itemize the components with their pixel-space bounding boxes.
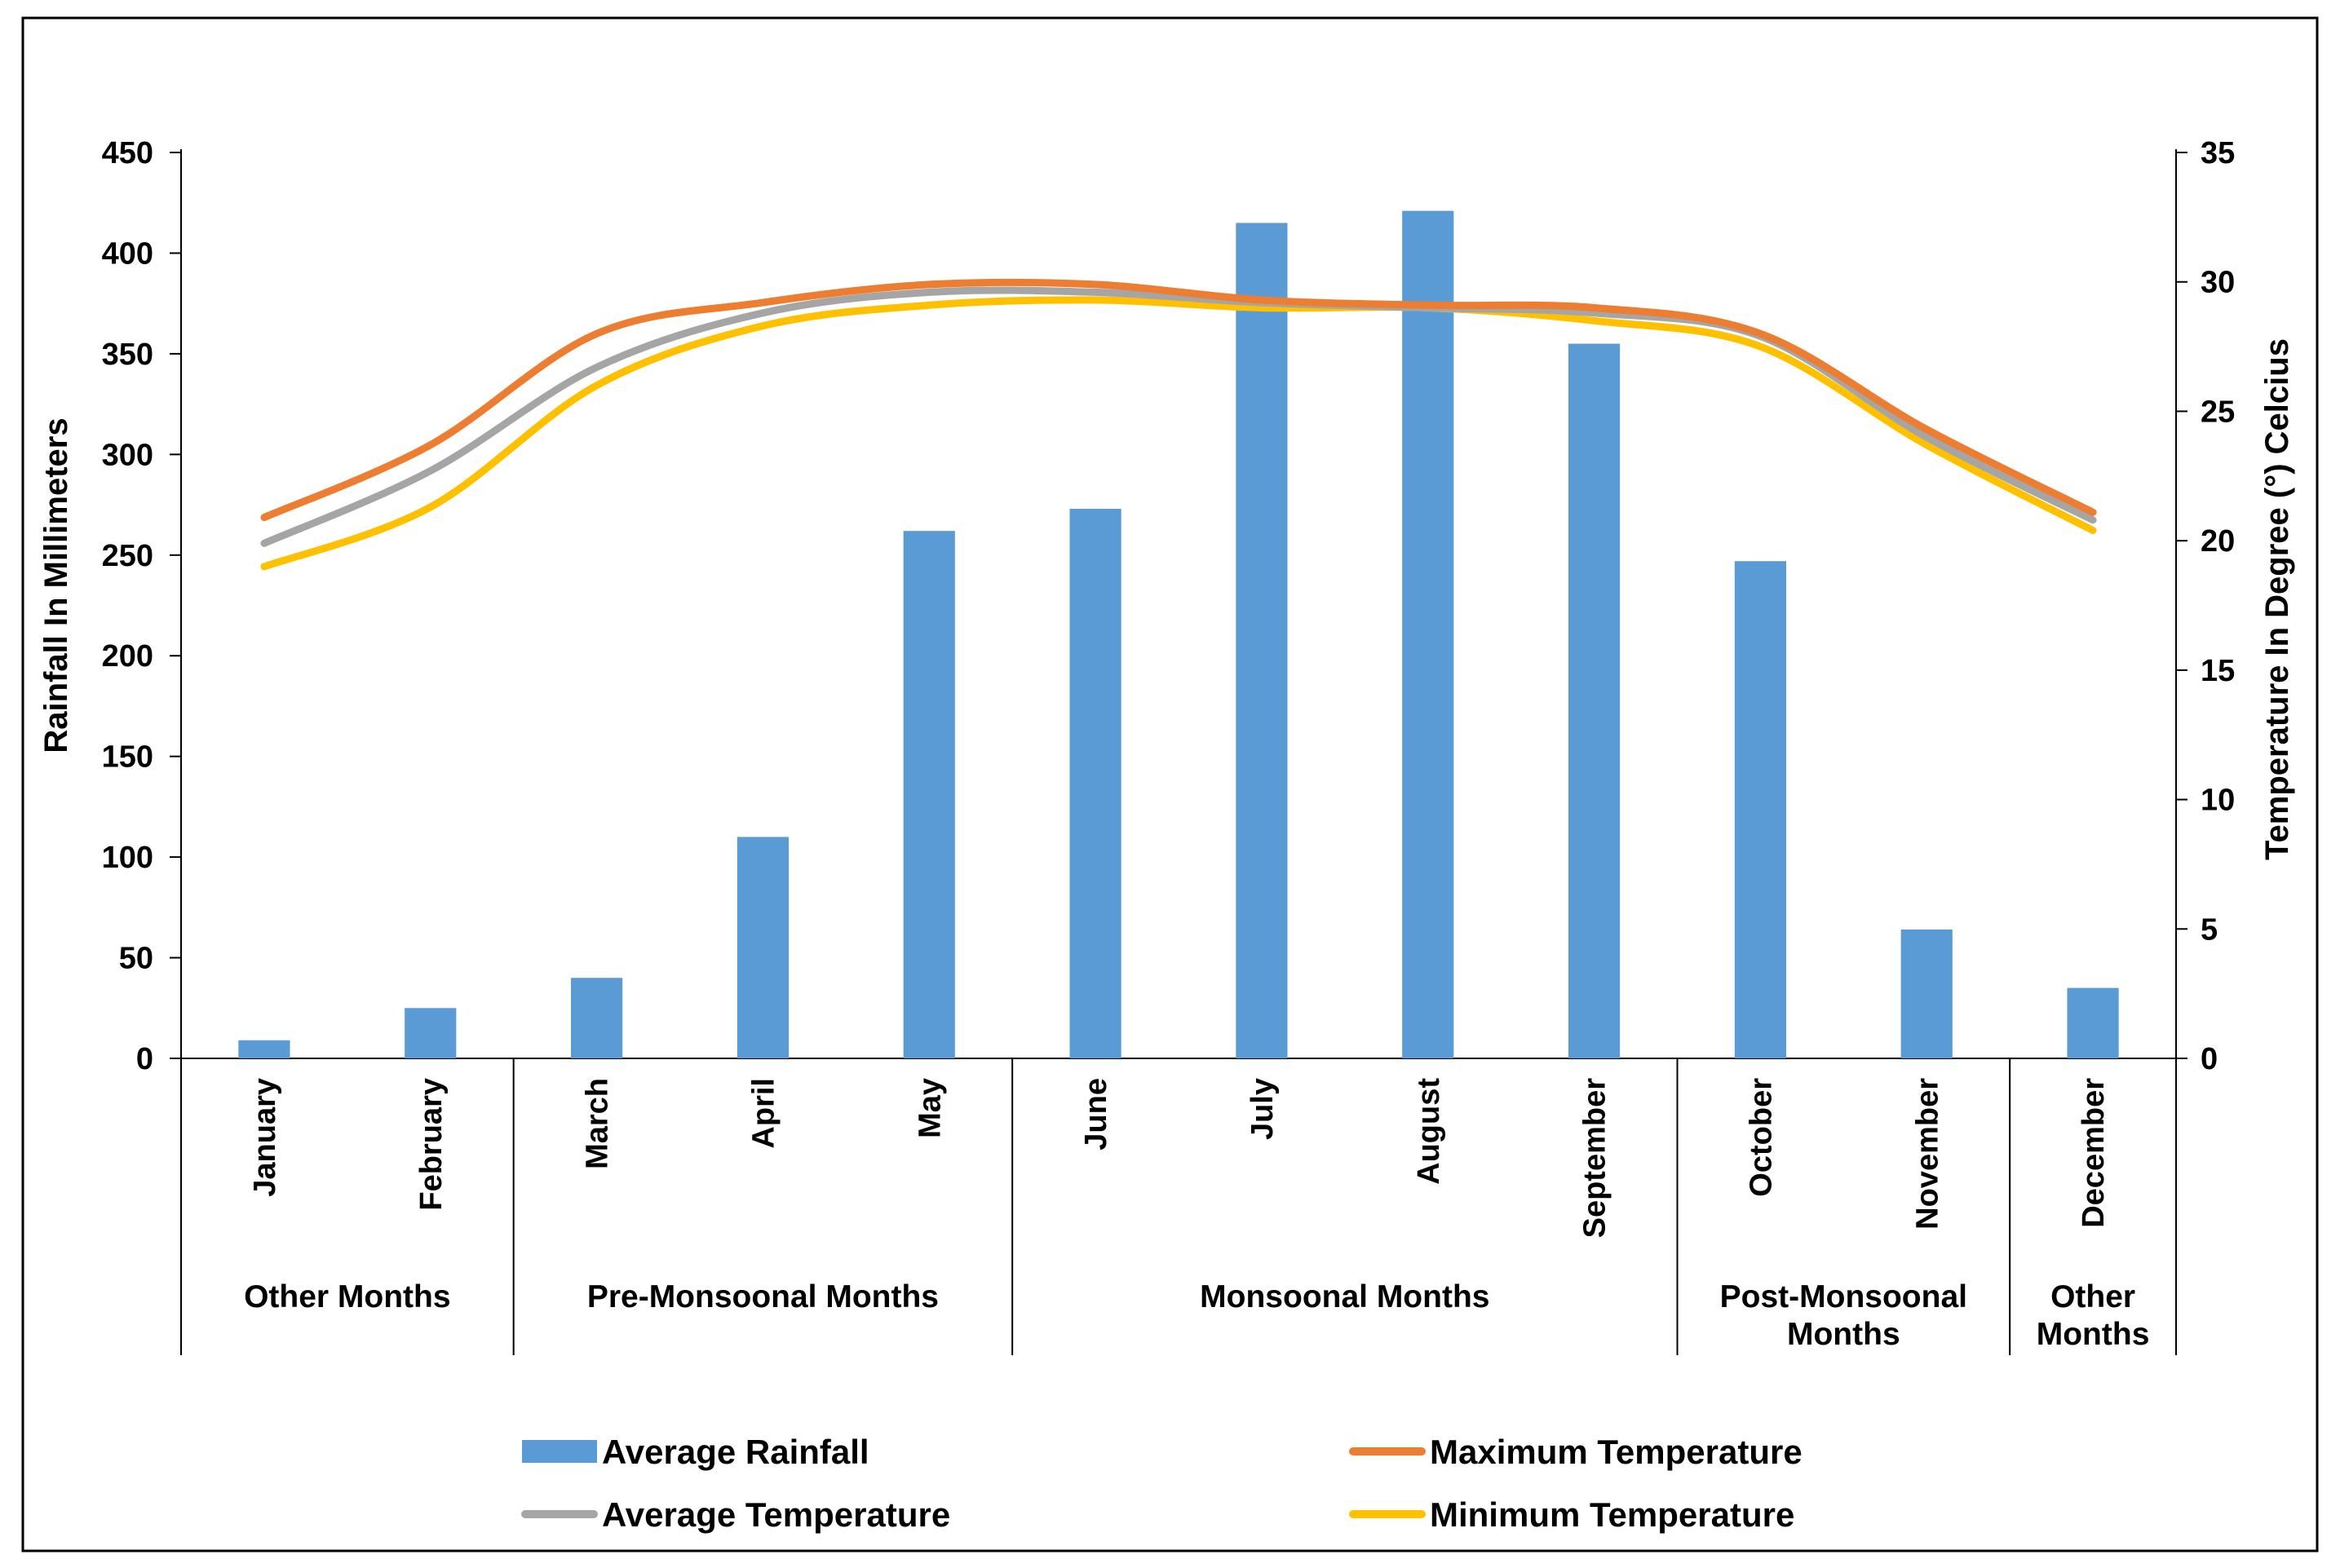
rainfall-bar — [2067, 987, 2119, 1058]
legend-label: Minimum Temperature — [1430, 1495, 1794, 1534]
left-tick-label: 400 — [102, 236, 153, 271]
right-tick-label: 5 — [2201, 912, 2218, 947]
month-label: May — [913, 1078, 947, 1138]
left-tick-label: 250 — [102, 539, 153, 573]
left-tick-label: 200 — [102, 639, 153, 674]
left-tick-label: 150 — [102, 740, 153, 775]
rainfall-bar — [238, 1040, 290, 1058]
month-label: April — [746, 1078, 781, 1149]
left-tick-label: 450 — [102, 136, 153, 170]
group-label: Monsoonal Months — [1200, 1279, 1489, 1314]
minimum-temperature-line — [260, 296, 2097, 571]
month-label: July — [1245, 1078, 1280, 1140]
left-tick-label: 350 — [102, 338, 153, 372]
month-label: February — [414, 1078, 449, 1211]
month-label: March — [581, 1078, 615, 1169]
rainfall-bar — [1900, 929, 1953, 1058]
group-label: Post-Monsoonal Months — [1720, 1279, 1967, 1352]
rainfall-bar — [737, 837, 790, 1058]
rainfall-bar — [405, 1008, 457, 1058]
month-label: October — [1744, 1078, 1778, 1197]
left-tick-label: 0 — [136, 1042, 153, 1076]
rainfall-bar — [570, 978, 623, 1058]
chart-frame — [21, 16, 2319, 1553]
legend-label: Average Temperature — [602, 1495, 950, 1534]
right-axis-title: Temperature In Degree (°) Celcius — [2259, 338, 2295, 860]
rainfall-bar — [1069, 508, 1121, 1058]
rainfall-bar — [1236, 223, 1288, 1058]
month-label: June — [1079, 1078, 1113, 1151]
legend-label: Maximum Temperature — [1430, 1433, 1803, 1471]
rainfall-bar — [1402, 210, 1454, 1058]
month-label: November — [1910, 1078, 1944, 1230]
right-tick-label: 25 — [2201, 395, 2235, 429]
rainfall-bar — [1568, 343, 1621, 1058]
right-tick-label: 0 — [2201, 1042, 2218, 1076]
left-tick-label: 100 — [102, 841, 153, 875]
legend-swatch-rainfall — [522, 1440, 597, 1463]
left-axis-title: Rainfall In Millimeters — [38, 417, 74, 753]
group-label: Other Months — [2037, 1279, 2150, 1352]
right-tick-label: 35 — [2201, 136, 2235, 170]
group-label: Pre-Monsoonal Months — [587, 1279, 939, 1314]
legend-label: Average Rainfall — [602, 1433, 869, 1471]
maximum-temperature-line — [260, 278, 2097, 522]
month-label: August — [1412, 1078, 1446, 1185]
left-tick-label: 50 — [119, 942, 153, 976]
right-tick-label: 30 — [2201, 266, 2235, 300]
group-label: Other Months — [244, 1279, 450, 1314]
rainfall-bar — [903, 531, 955, 1058]
right-tick-label: 20 — [2201, 524, 2235, 559]
left-tick-label: 300 — [102, 438, 153, 472]
month-label: December — [2077, 1078, 2111, 1228]
month-label: September — [1578, 1078, 1612, 1239]
right-tick-label: 15 — [2201, 654, 2235, 688]
right-tick-label: 10 — [2201, 784, 2235, 818]
rainfall-bar — [1734, 561, 1787, 1058]
month-label: January — [248, 1078, 282, 1197]
